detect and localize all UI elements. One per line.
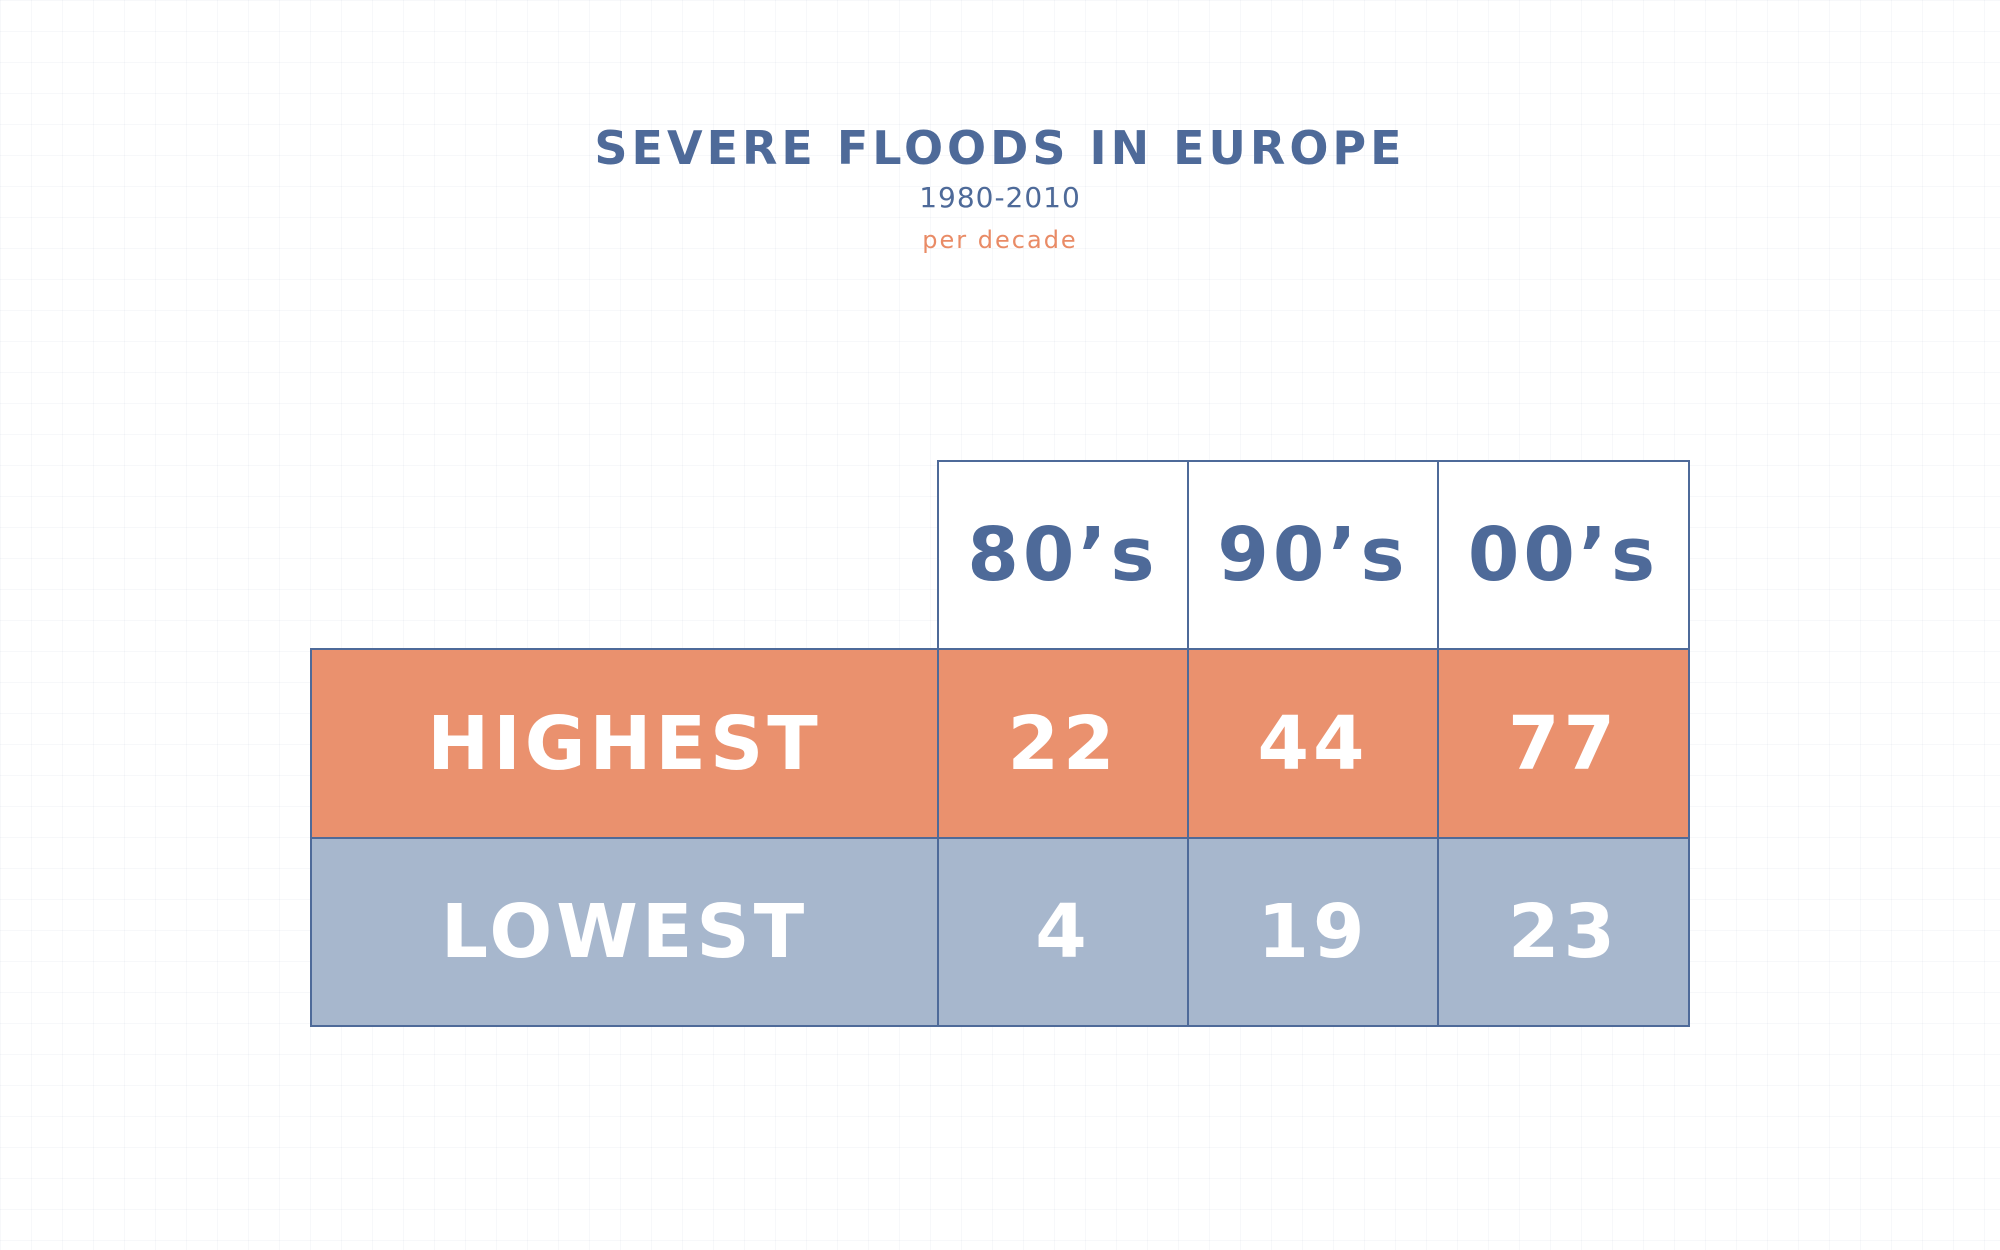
value-highest-90s: 44 (1187, 648, 1439, 839)
row-label-lowest: LOWEST (310, 837, 939, 1027)
value-highest-00s: 77 (1437, 648, 1690, 839)
value-lowest-00s: 23 (1437, 837, 1690, 1027)
column-header-80s: 80’s (937, 460, 1189, 650)
chart-title: SEVERE FLOODS IN EUROPE (594, 121, 1406, 175)
column-header-00s: 00’s (1437, 460, 1690, 650)
chart-subtitle: 1980-2010 (919, 181, 1081, 214)
column-header-90s: 90’s (1187, 460, 1439, 650)
row-label-highest: HIGHEST (310, 648, 939, 839)
value-highest-80s: 22 (937, 648, 1189, 839)
value-lowest-80s: 4 (937, 837, 1189, 1027)
chart-note: per decade (922, 226, 1078, 254)
value-lowest-90s: 19 (1187, 837, 1439, 1027)
